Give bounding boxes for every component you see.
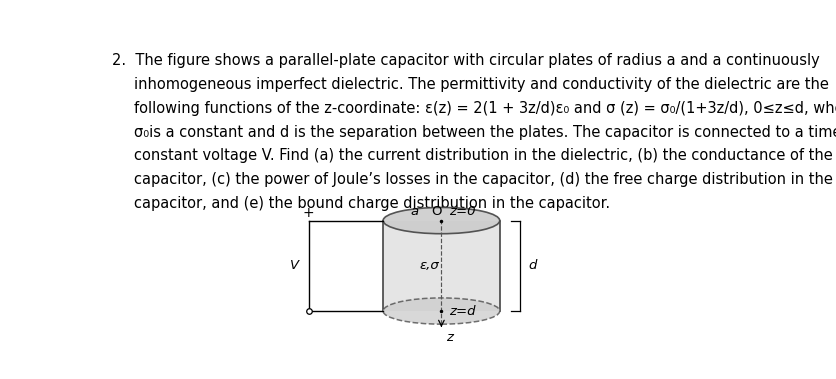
- Ellipse shape: [383, 298, 500, 324]
- Text: constant voltage V. Find (a) the current distribution in the dielectric, (b) the: constant voltage V. Find (a) the current…: [134, 149, 833, 163]
- Text: a: a: [410, 205, 418, 218]
- Ellipse shape: [383, 207, 500, 234]
- Text: O: O: [431, 205, 441, 218]
- Text: ε,σ: ε,σ: [420, 259, 440, 273]
- Text: z: z: [446, 331, 453, 344]
- Text: +: +: [303, 205, 314, 219]
- Text: 2.  The figure shows a parallel-plate capacitor with circular plates of radius a: 2. The figure shows a parallel-plate cap…: [112, 53, 820, 68]
- Text: d: d: [528, 259, 537, 273]
- Text: σ₀is a constant and d is the separation between the plates. The capacitor is con: σ₀is a constant and d is the separation …: [134, 125, 836, 139]
- Text: capacitor, and (e) the bound charge distribution in the capacitor.: capacitor, and (e) the bound charge dist…: [134, 196, 609, 211]
- Text: inhomogeneous imperfect dielectric. The permittivity and conductivity of the die: inhomogeneous imperfect dielectric. The …: [134, 77, 828, 92]
- Text: capacitor, (c) the power of Joule’s losses in the capacitor, (d) the free charge: capacitor, (c) the power of Joule’s loss…: [134, 172, 833, 188]
- Bar: [383, 221, 500, 311]
- Text: V: V: [290, 259, 299, 273]
- Text: following functions of the z-coordinate: ε(z) = 2(1 + 3z/d)ε₀ and σ (z) = σ₀/(1+: following functions of the z-coordinate:…: [134, 101, 836, 116]
- Text: z=d: z=d: [449, 305, 476, 318]
- Text: z=0: z=0: [449, 205, 476, 218]
